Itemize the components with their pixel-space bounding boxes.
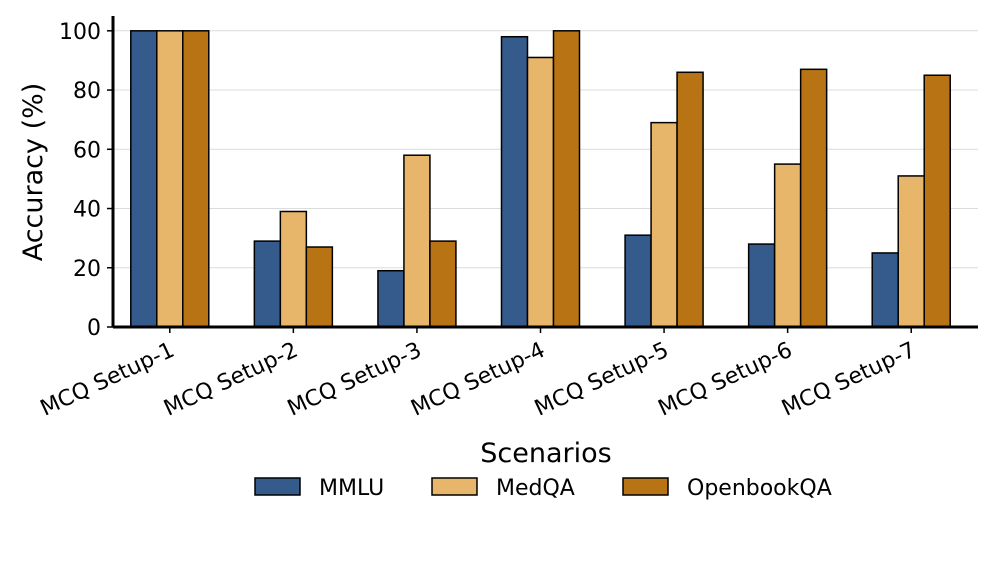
- bar-openbookqa-3: [429, 240, 457, 328]
- legend-swatch-openbookqa: [622, 477, 669, 496]
- legend: MMLU MedQA OpenbookQA: [254, 476, 832, 501]
- y-tick-label: 80: [73, 79, 101, 104]
- x-tick-label: MCQ Setup-4: [407, 338, 549, 422]
- bar-openbookqa-2: [305, 246, 334, 328]
- y-tick-label: 60: [73, 138, 101, 163]
- x-tick-label: MCQ Setup-2: [160, 338, 302, 422]
- legend-label-openbookqa: OpenbookQA: [687, 476, 832, 501]
- bar-medqa-7: [897, 175, 925, 328]
- y-tick-label: 20: [73, 257, 101, 282]
- bar-mmlu-5: [624, 234, 652, 328]
- bar-medqa-5: [650, 121, 678, 328]
- x-tick-label: MCQ Setup-5: [531, 338, 673, 422]
- x-tick-label: MCQ Setup-6: [655, 338, 797, 422]
- bar-medqa-6: [773, 163, 802, 328]
- y-tick-label: 40: [73, 198, 101, 223]
- bar-medqa-4: [526, 56, 555, 328]
- bar-mmlu-7: [871, 252, 899, 328]
- x-tick-label: MCQ Setup-3: [284, 338, 426, 422]
- legend-label-mmlu: MMLU: [319, 476, 384, 501]
- y-tick-labels: 0 20 40 60 80 100: [59, 20, 113, 341]
- bar-openbookqa-5: [676, 71, 704, 328]
- bar-mmlu-6: [747, 243, 776, 328]
- y-axis-label: Accuracy (%): [18, 83, 49, 262]
- axes: [111, 16, 978, 329]
- bar-medqa-2: [279, 210, 308, 328]
- bar-openbookqa-1: [182, 30, 210, 328]
- legend-label-medqa: MedQA: [496, 476, 575, 501]
- bar-mmlu-4: [500, 35, 529, 328]
- y-tick-label: 0: [87, 316, 101, 341]
- x-tick-label: MCQ Setup-1: [37, 338, 179, 422]
- bar-mmlu-1: [130, 30, 158, 328]
- bar-mmlu-2: [253, 240, 282, 328]
- bars: [130, 30, 951, 328]
- x-tick-label: MCQ Setup-7: [778, 338, 920, 422]
- bar-medqa-3: [403, 154, 431, 328]
- y-tick-label: 100: [59, 20, 101, 45]
- legend-swatch-medqa: [431, 477, 478, 496]
- x-axis-label: Scenarios: [480, 438, 611, 469]
- bar-mmlu-3: [377, 269, 405, 328]
- bar-openbookqa-4: [552, 30, 581, 328]
- bar-openbookqa-7: [923, 74, 951, 328]
- bar-medqa-1: [156, 30, 184, 328]
- bar-openbookqa-6: [799, 68, 828, 328]
- legend-swatch-mmlu: [254, 477, 301, 496]
